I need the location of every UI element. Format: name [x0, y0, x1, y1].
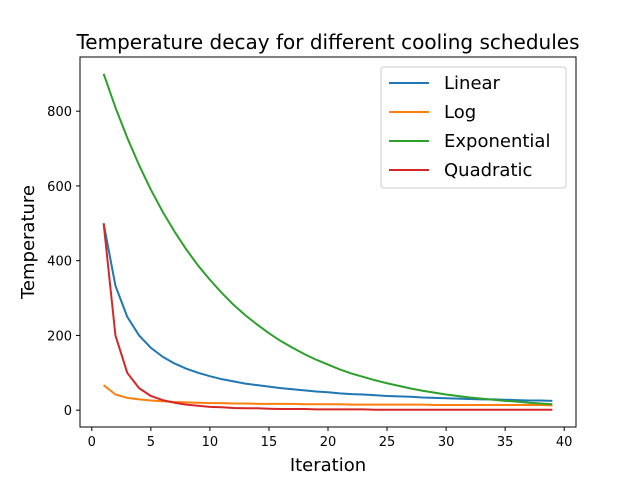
y-tick-label: 600: [47, 180, 72, 195]
y-tick-label: 400: [47, 255, 72, 270]
y-tick-label: 0: [64, 404, 72, 419]
x-tick-label: 30: [438, 435, 455, 450]
x-tick-label: 20: [320, 435, 337, 450]
y-axis-label: Temperature: [18, 185, 39, 300]
legend-label-log: Log: [444, 102, 476, 123]
x-axis-label: Iteration: [290, 455, 366, 476]
legend-label-exponential: Exponential: [444, 131, 550, 152]
x-axis: 0 5 10 15 20 25 30 35 40: [88, 427, 573, 450]
chart-title: Temperature decay for different cooling …: [75, 30, 579, 54]
y-axis: 0 200 400 600 800: [47, 105, 80, 419]
legend-box: [380, 66, 567, 189]
x-tick-label: 10: [202, 435, 219, 450]
legend-label-quadratic: Quadratic: [444, 160, 532, 181]
plot-area: [102, 73, 553, 411]
x-tick-label: 5: [147, 435, 155, 450]
x-tick-label: 15: [261, 435, 278, 450]
x-tick-label: 0: [88, 435, 96, 450]
legend-label-linear: Linear: [444, 73, 501, 94]
x-tick-label: 40: [556, 435, 573, 450]
series-line-quadratic: [102, 223, 553, 411]
series-line-linear: [102, 223, 553, 402]
x-tick-label: 35: [497, 435, 514, 450]
y-tick-label: 200: [47, 329, 72, 344]
x-tick-label: 25: [379, 435, 396, 450]
series-line-exponential: [102, 73, 553, 406]
y-tick-label: 800: [47, 105, 72, 120]
series-line-log: [102, 384, 553, 407]
legend: Linear Log Exponential Quadratic: [380, 66, 567, 189]
